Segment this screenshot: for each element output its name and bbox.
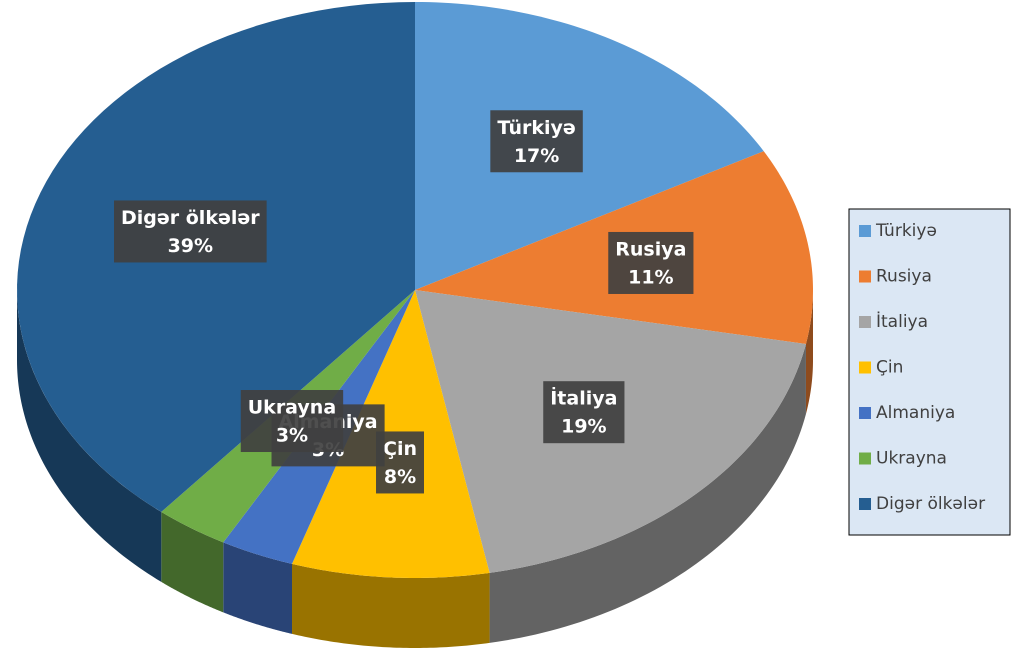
legend-label: Çin bbox=[876, 358, 903, 378]
data-label-name: Digər ölkələr bbox=[121, 207, 260, 229]
data-label-name: Çin bbox=[383, 438, 417, 460]
data-label-name: Türkiyə bbox=[497, 117, 575, 139]
legend-swatch bbox=[859, 498, 871, 510]
data-label: Türkiyə 17% bbox=[490, 110, 583, 173]
pie-slice bbox=[415, 2, 764, 290]
pie-slice-side bbox=[17, 290, 162, 582]
pie-slice-side bbox=[805, 290, 813, 414]
legend-label: Almaniya bbox=[876, 403, 955, 423]
legend-swatch bbox=[859, 452, 871, 465]
data-label-box bbox=[114, 200, 267, 263]
legend-label: Rusiya bbox=[876, 267, 932, 287]
legend-swatch bbox=[859, 225, 871, 237]
data-label-name: Ukrayna bbox=[248, 397, 336, 419]
pie-slice-side bbox=[223, 542, 293, 634]
data-label-value: 11% bbox=[628, 266, 673, 288]
data-label-value: 17% bbox=[514, 145, 559, 167]
pie-slice-side bbox=[489, 343, 806, 643]
data-label-value: 8% bbox=[384, 466, 416, 488]
legend-swatch bbox=[859, 270, 871, 283]
legend-swatch bbox=[859, 361, 871, 374]
legend-swatch bbox=[859, 407, 871, 419]
legend-label: Ukrayna bbox=[876, 449, 947, 469]
data-label: Ukrayna 3% bbox=[240, 390, 344, 453]
data-label-value: 39% bbox=[168, 235, 213, 257]
data-label-box bbox=[543, 381, 625, 444]
data-label-value: 19% bbox=[561, 416, 606, 438]
data-label: Digər ölkələr 39% bbox=[114, 200, 267, 263]
data-label-box bbox=[490, 110, 583, 173]
data-label: İtaliya 19% bbox=[543, 381, 625, 444]
data-label-value: 3% bbox=[276, 425, 308, 447]
data-label-name: İtaliya bbox=[550, 386, 617, 410]
data-label-name: Rusiya bbox=[615, 238, 686, 260]
pie-slice-side bbox=[161, 511, 224, 613]
legend-box bbox=[848, 208, 1011, 536]
legend-swatch bbox=[859, 316, 871, 328]
data-label-box bbox=[240, 390, 344, 453]
data-label-box bbox=[608, 231, 694, 294]
legend-label: İtaliya bbox=[876, 311, 928, 332]
data-label: Rusiya 11% bbox=[608, 231, 694, 294]
pie-slice-side bbox=[292, 563, 490, 648]
legend-label: Türkiyə bbox=[875, 221, 937, 241]
legend-label: Digər ölkələr bbox=[876, 494, 985, 514]
